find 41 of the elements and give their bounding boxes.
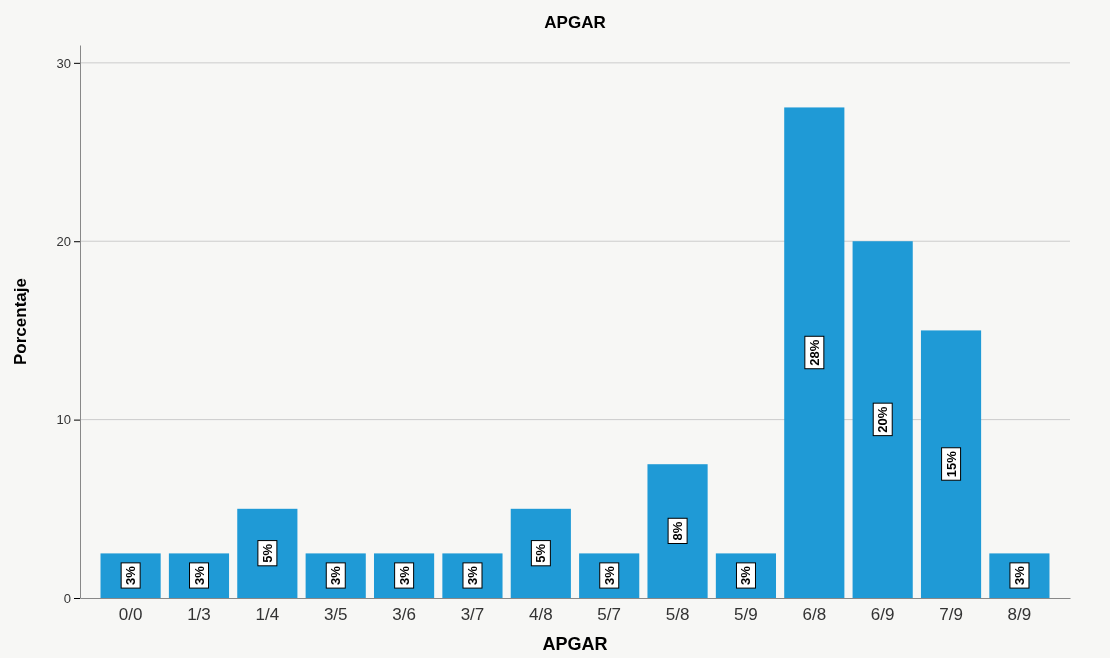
- y-tick-label: 20: [56, 233, 71, 249]
- data-label: 3%: [396, 565, 412, 586]
- data-label: 3%: [328, 565, 344, 586]
- data-label: 3%: [1011, 565, 1027, 586]
- bar: [510, 508, 571, 598]
- bar: [784, 107, 845, 598]
- y-axis-title: Porcentaje: [11, 278, 30, 365]
- x-tick-label: 5/9: [734, 604, 758, 624]
- data-label: 3%: [601, 565, 617, 586]
- x-tick-label: 3/6: [392, 604, 416, 624]
- y-tick-label: 10: [56, 412, 71, 428]
- x-axis-title: APGAR: [542, 634, 608, 654]
- x-tick-label: 5/7: [597, 604, 622, 624]
- bar: [852, 241, 913, 598]
- x-tick-label: 4/8: [528, 604, 553, 624]
- y-tick-label: 0: [63, 590, 71, 606]
- data-label: 3%: [738, 565, 754, 586]
- bar: [237, 508, 298, 598]
- data-label: 28%: [806, 339, 822, 366]
- x-tick-label: 3/5: [323, 604, 348, 624]
- data-label: 5%: [259, 543, 275, 563]
- y-tick-label: 30: [56, 55, 71, 71]
- x-tick-label: 8/9: [1007, 604, 1032, 624]
- x-tick-label: 3/7: [460, 604, 485, 624]
- x-tick-label: 1/3: [187, 604, 211, 624]
- data-label: 15%: [943, 450, 959, 478]
- data-label: 3%: [123, 565, 139, 586]
- data-label: 5%: [533, 543, 549, 563]
- data-label: 3%: [191, 565, 207, 586]
- x-tick-label: 1/4: [255, 604, 280, 624]
- data-label: 8%: [670, 521, 686, 541]
- x-tick-label: 6/9: [870, 604, 895, 624]
- data-label: 20%: [875, 406, 891, 433]
- bar: [920, 330, 982, 598]
- x-tick-label: 6/8: [802, 604, 827, 624]
- x-tick-label: 0/0: [118, 604, 143, 624]
- x-tick-label: 7/9: [939, 604, 963, 624]
- data-label: 3%: [464, 565, 480, 586]
- x-tick-label: 5/8: [665, 604, 690, 624]
- bar: [647, 464, 708, 598]
- chart-title: APGAR: [544, 13, 606, 32]
